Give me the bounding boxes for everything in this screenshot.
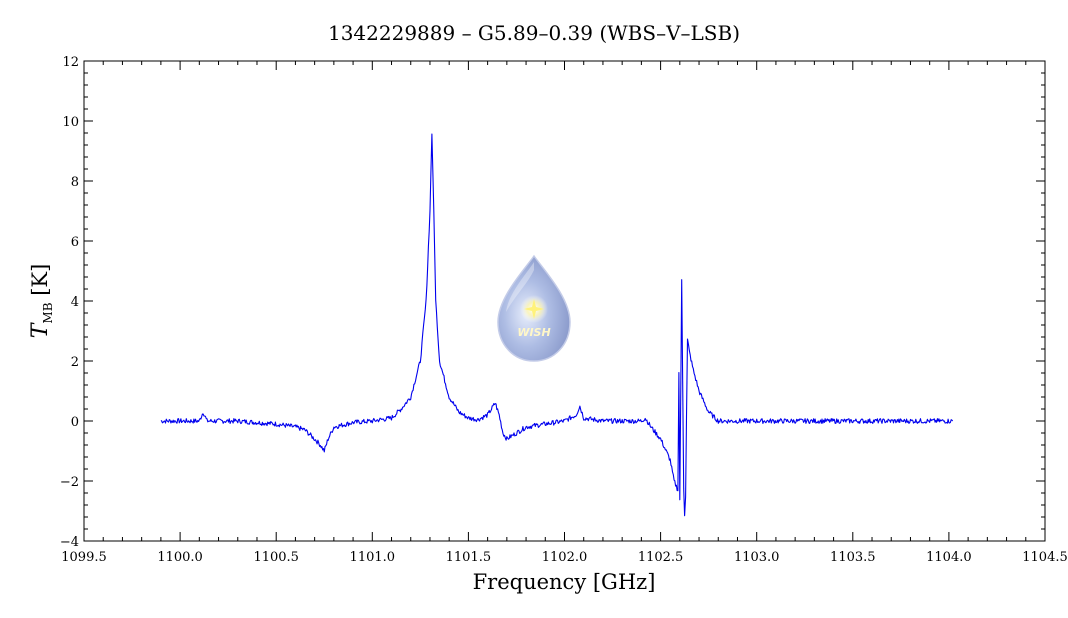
x-tick-label: 1103.5 bbox=[830, 550, 876, 565]
y-tick-label: 10 bbox=[62, 115, 79, 130]
x-tick-label: 1100.0 bbox=[157, 550, 203, 565]
x-tick-label: 1103.0 bbox=[734, 550, 780, 565]
x-tick-label: 1104.5 bbox=[1022, 550, 1068, 565]
y-tick-label: 6 bbox=[71, 235, 79, 250]
x-tick-label: 1101.0 bbox=[350, 550, 396, 565]
x-tick-label: 1104.0 bbox=[926, 550, 972, 565]
y-tick-label: −2 bbox=[60, 475, 79, 490]
x-tick-label: 1100.5 bbox=[253, 550, 299, 565]
x-tick-label: 1102.0 bbox=[542, 550, 588, 565]
x-tick-labels: 1099.5 1100.0 1100.5 1101.0 1101.5 1102.0 1102… bbox=[61, 550, 1068, 565]
y-tick-label: 2 bbox=[71, 355, 79, 370]
x-tick-label: 1101.5 bbox=[446, 550, 492, 565]
spectrum-line bbox=[160, 133, 954, 517]
x-tick-label: 1102.5 bbox=[638, 550, 684, 565]
y-tick-label: −4 bbox=[60, 535, 79, 550]
svg-text:TMB [K]: TMB [K] bbox=[28, 264, 55, 339]
logo-text: WISH bbox=[517, 326, 550, 339]
y-axis-label: TMB [K] bbox=[28, 264, 55, 339]
y-tick-label: 4 bbox=[71, 295, 79, 310]
y-tick-label: 12 bbox=[62, 55, 79, 70]
chart-title: 1342229889 – G5.89–0.39 (WBS–V–LSB) bbox=[328, 21, 740, 45]
x-tick-label: 1099.5 bbox=[61, 550, 107, 565]
x-axis-label: Frequency [GHz] bbox=[473, 570, 656, 594]
wish-logo: WISH bbox=[497, 254, 571, 362]
y-tick-labels: −4 −2 0 2 4 6 8 10 12 bbox=[60, 55, 79, 550]
y-tick-label: 8 bbox=[71, 175, 79, 190]
y-tick-label: 0 bbox=[71, 415, 79, 430]
axis-ticks bbox=[83, 60, 1046, 542]
